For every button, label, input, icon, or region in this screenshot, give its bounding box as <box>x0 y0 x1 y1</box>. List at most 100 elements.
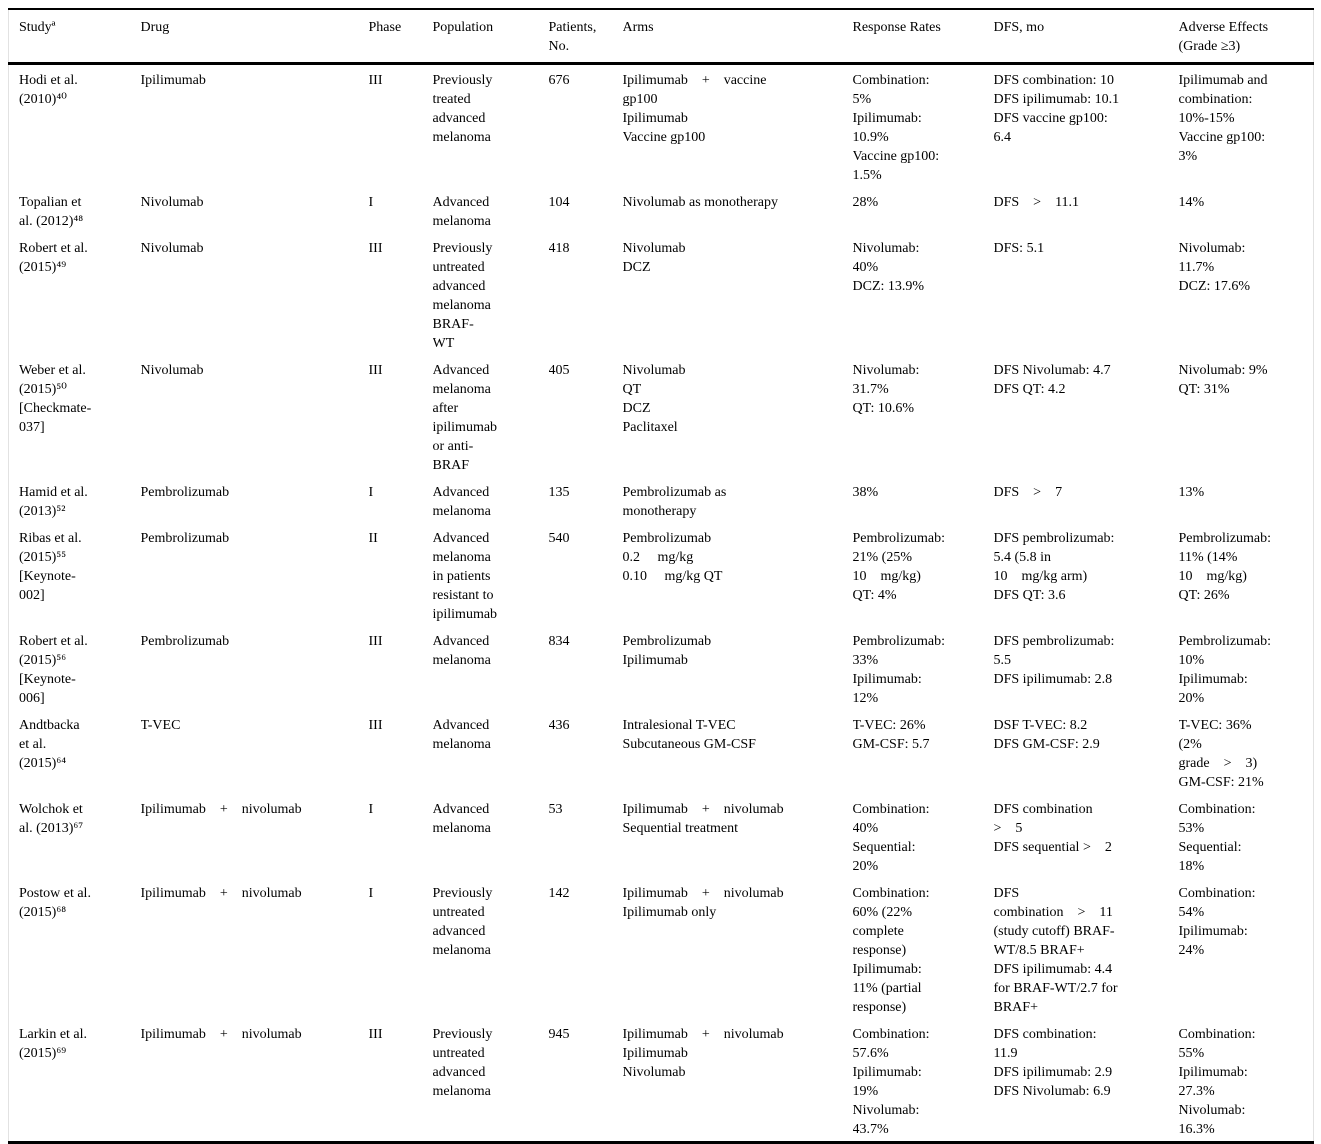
table-row: Wolchok et al. (2013)⁶⁷ Ipilimumab + nivo… <box>9 794 1314 878</box>
cell-patients: 135 <box>548 485 570 500</box>
cell-population: Advanced melanoma <box>432 634 491 668</box>
cell-phase: III <box>368 634 383 649</box>
cell-phase: III <box>368 1027 383 1042</box>
cell-dfs: DFS combination: 10 DFS ipilimumab: 10.1… <box>993 73 1120 145</box>
table-row: Hodi et al. (2010)⁴⁰ Ipilimumab III Previou… <box>9 64 1314 188</box>
cell-population: Advanced melanoma <box>432 195 491 229</box>
table-body: Hodi et al. (2010)⁴⁰ Ipilimumab III Previou… <box>9 64 1314 1143</box>
cell-arms: Ipilimumab + vaccine gp100 Ipilimumab Va… <box>622 73 767 145</box>
cell-patients: 436 <box>548 718 570 733</box>
cell-dfs: DSF T-VEC: 8.2 DFS GM-CSF: 2.9 <box>993 718 1100 752</box>
table-row: Andtbacka et al. (2015)⁶⁴ T-VEC III Advance… <box>9 710 1314 794</box>
cell-phase: I <box>368 802 374 817</box>
cell-population: Advanced melanoma <box>432 802 491 836</box>
table-row: Weber et al. (2015)⁵⁰ [Checkmate- 037] Ni… <box>9 355 1314 477</box>
cell-dfs: DFS pembrolizumab: 5.4 (5.8 in 10 mg/kg … <box>993 531 1115 603</box>
cell-study: Robert et al. (2015)⁴⁹ <box>19 241 88 275</box>
cell-drug: Ipilimumab + nivolumab <box>140 1027 302 1042</box>
cell-adverse: Nivolumab: 9% QT: 31% <box>1178 363 1268 397</box>
cell-study: Weber et al. (2015)⁵⁰ [Checkmate- 037] <box>19 363 92 435</box>
column-header-drug: Drug <box>140 20 170 35</box>
cell-population: Advanced melanoma <box>432 485 491 519</box>
cell-patients: 540 <box>548 531 570 546</box>
column-header-adverse: Adverse Effects (Grade ≥3) <box>1178 20 1269 54</box>
cell-study: Robert et al. (2015)⁵⁶ [Keynote- 006] <box>19 634 88 706</box>
cell-phase: I <box>368 886 374 901</box>
cell-response: Nivolumab: 40% DCZ: 13.9% <box>852 241 925 294</box>
cell-drug: Pembrolizumab <box>140 531 230 546</box>
cell-patients: 104 <box>548 195 570 210</box>
cell-response: Pembrolizumab: 21% (25% 10 mg/kg) QT: 4% <box>852 531 946 603</box>
cell-drug: Nivolumab <box>140 195 204 210</box>
cell-population: Advanced melanoma after ipilimumab or an… <box>432 363 498 473</box>
cell-dfs: DFS > 7 <box>993 485 1063 500</box>
column-header-arms: Arms <box>622 20 654 35</box>
cell-dfs: DFS combination > 5 DFS sequential > 2 <box>993 802 1112 855</box>
cell-drug: Nivolumab <box>140 363 204 378</box>
cell-phase: III <box>368 73 383 88</box>
cell-adverse: Ipilimumab and combination: 10%-15% Vacc… <box>1178 73 1268 164</box>
cell-population: Previously treated advanced melanoma <box>432 73 493 145</box>
cell-arms: Ipilimumab + nivolumab Ipilimumab only <box>622 886 784 920</box>
column-header-phase: Phase <box>368 20 402 35</box>
cell-drug: Ipilimumab + nivolumab <box>140 802 302 817</box>
table-row: Ribas et al. (2015)⁵⁵ [Keynote- 002] Pemb… <box>9 523 1314 626</box>
header-row: Studyª Drug Phase Population Patients, No. Ar… <box>8 9 1314 64</box>
cell-population: Previously untreated advanced melanoma <box>432 886 493 958</box>
cell-drug: Ipilimumab <box>140 73 206 88</box>
cell-arms: Ipilimumab + nivolumab Ipilimumab Nivolu… <box>622 1027 784 1080</box>
cell-arms: Nivolumab QT DCZ Paclitaxel <box>622 363 686 435</box>
cell-phase: I <box>368 195 374 210</box>
cell-study: Andtbacka et al. (2015)⁶⁴ <box>19 718 80 771</box>
cell-patients: 418 <box>548 241 570 256</box>
column-header-study: Studyª <box>19 20 56 35</box>
cell-phase: III <box>368 363 383 378</box>
cell-population: Previously untreated advanced melanoma B… <box>432 241 493 351</box>
cell-response: Nivolumab: 31.7% QT: 10.6% <box>852 363 920 416</box>
cell-arms: Ipilimumab + nivolumab Sequential treatm… <box>622 802 784 836</box>
table-row: Robert et al. (2015)⁵⁶ [Keynote- 006] Pem… <box>9 626 1314 710</box>
table-row: Hamid et al. (2013)⁵² Pembrolizumab I Advan… <box>9 477 1314 523</box>
cell-patients: 676 <box>548 73 570 88</box>
cell-arms: Pembrolizumab 0.2 mg/kg 0.10 mg/kg QT <box>622 531 723 584</box>
cell-adverse: Pembrolizumab: 11% (14% 10 mg/kg) QT: 26… <box>1178 531 1272 603</box>
cell-patients: 405 <box>548 363 570 378</box>
cell-study: Postow et al. (2015)⁶⁸ <box>19 886 91 920</box>
cell-patients: 945 <box>548 1027 570 1042</box>
cell-phase: III <box>368 241 383 256</box>
cell-phase: II <box>368 531 378 546</box>
cell-response: 28% <box>852 195 879 210</box>
table-header: Studyª Drug Phase Population Patients, No. Ar… <box>8 9 1314 64</box>
table-row: Topalian et al. (2012)⁴⁸ Nivolumab I Advanc… <box>9 187 1314 233</box>
cell-population: Advanced melanoma <box>432 718 491 752</box>
cell-drug: Nivolumab <box>140 241 204 256</box>
cell-adverse: Pembrolizumab: 10% Ipilimumab: 20% <box>1178 634 1272 706</box>
cell-study: Larkin et al. (2015)⁶⁹ <box>19 1027 88 1061</box>
cell-adverse: 13% <box>1178 485 1205 500</box>
cell-dfs: DFS > 11.1 <box>993 195 1080 210</box>
cell-response: T-VEC: 26% GM-CSF: 5.7 <box>852 718 930 752</box>
cell-population: Advanced melanoma in patients resistant … <box>432 531 498 622</box>
cell-study: Hodi et al. (2010)⁴⁰ <box>19 73 78 107</box>
cell-patients: 834 <box>548 634 570 649</box>
cell-adverse: T-VEC: 36% (2% grade > 3) GM-CSF: 21% <box>1178 718 1264 790</box>
column-header-response: Response Rates <box>852 20 941 35</box>
cell-study: Hamid et al. (2013)⁵² <box>19 485 88 519</box>
cell-drug: Pembrolizumab <box>140 485 230 500</box>
cell-study: Wolchok et al. (2013)⁶⁷ <box>19 802 84 836</box>
cell-patients: 142 <box>548 886 570 901</box>
cell-arms: Nivolumab as monotherapy <box>622 195 779 210</box>
column-header-dfs: DFS, mo <box>993 20 1045 35</box>
column-header-patients: Patients, No. <box>548 20 597 54</box>
cell-dfs: DFS pembrolizumab: 5.5 DFS ipilimumab: 2… <box>993 634 1115 687</box>
cell-study: Topalian et al. (2012)⁴⁸ <box>19 195 84 229</box>
table-row: Robert et al. (2015)⁴⁹ Nivolumab III Previo… <box>9 233 1314 355</box>
cell-arms: Nivolumab DCZ <box>622 241 686 275</box>
cell-dfs: DFS combination > 11 (study cutoff) BRAF… <box>993 886 1118 1015</box>
cell-arms: Pembrolizumab as monotherapy <box>622 485 727 519</box>
column-header-population: Population <box>432 20 494 35</box>
cell-patients: 53 <box>548 802 563 817</box>
cell-response: Pembrolizumab: 33% Ipilimumab: 12% <box>852 634 946 706</box>
table-row: Larkin et al. (2015)⁶⁹ Ipilimumab + nivol… <box>9 1019 1314 1143</box>
